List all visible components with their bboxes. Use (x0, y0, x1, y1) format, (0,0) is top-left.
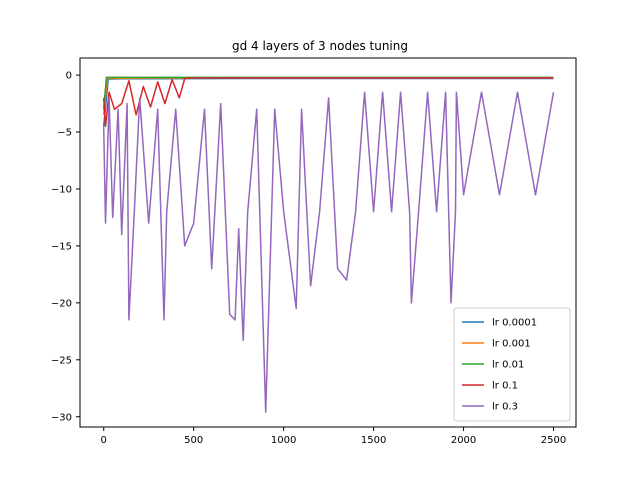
x-tick-label: 500 (184, 435, 203, 446)
plot-frame (79, 57, 577, 428)
series-line-5 (102, 91, 555, 413)
y-tick-label: −20 (51, 298, 72, 309)
legend-label: lr 0.001 (492, 339, 531, 350)
chart-title: gd 4 layers of 3 nodes tuning (232, 39, 408, 53)
axes: 0 500 1000 1500 2000 2500 0 −5 −10 −15 −20 −25 −30 (51, 71, 566, 446)
y-tick-label: 0 (66, 71, 72, 82)
legend-label: lr 0.0001 (492, 318, 537, 329)
legend: lr 0.0001 lr 0.001 lr 0.01 lr 0.1 lr 0.3 (453, 307, 571, 422)
y-tick-label: −15 (51, 241, 72, 252)
x-tick-label: 2000 (451, 435, 476, 446)
series-line-4 (102, 77, 554, 128)
legend-box (453, 307, 571, 422)
legend-label: lr 0.3 (492, 402, 518, 413)
x-tick-label: 2500 (541, 435, 566, 446)
legend-label: lr 0.01 (492, 360, 524, 371)
x-tick-label: 0 (101, 435, 107, 446)
y-tick-label: −5 (57, 128, 72, 139)
y-tick-label: −25 (51, 355, 72, 366)
legend-label: lr 0.1 (492, 381, 518, 392)
plot-area (102, 76, 555, 413)
y-tick-label: −30 (51, 412, 72, 423)
x-tick-label: 1000 (271, 435, 296, 446)
x-tick-label: 1500 (361, 435, 386, 446)
y-tick-label: −10 (51, 184, 72, 195)
